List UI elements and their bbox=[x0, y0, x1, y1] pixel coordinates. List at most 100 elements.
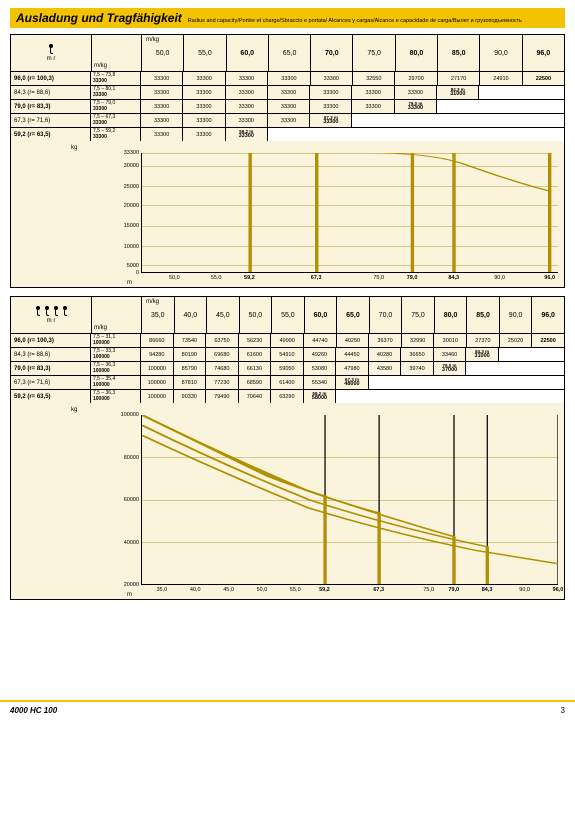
data-row: 84,3 (r= 88,6) 7,5 – 33,3100000 94280801… bbox=[11, 348, 564, 362]
col-header: 70,0 bbox=[311, 35, 353, 71]
row-radius: 59,2 (r= 63,5) bbox=[11, 390, 91, 403]
x-tick: 67,3 bbox=[373, 587, 384, 593]
data-row: 96,0 (r= 100,3) 7,5 – 31,1100000 8666073… bbox=[11, 334, 564, 348]
data-row: 59,2 (r= 63,5) 7,5 – 59,233300 333003330… bbox=[11, 128, 564, 141]
row-radius: 59,2 (r= 63,5) bbox=[11, 128, 91, 141]
cell-empty bbox=[310, 128, 352, 141]
cell: 61600 bbox=[239, 348, 272, 361]
cell-empty bbox=[352, 128, 394, 141]
cell: 33300 bbox=[183, 100, 225, 113]
y-tick: 20000 bbox=[124, 582, 139, 588]
cell-empty bbox=[531, 390, 564, 403]
cell-boxed: 79,0 m37000 bbox=[434, 362, 467, 375]
cell: 63750 bbox=[206, 334, 239, 347]
row-radius: 67,3 (r= 71,6) bbox=[11, 376, 91, 389]
data-row: 79,0 (r= 83,3) 7,5 – 79,033300 333003330… bbox=[11, 100, 564, 114]
y-tick: 30000 bbox=[124, 163, 139, 169]
cell: 44740 bbox=[304, 334, 337, 347]
footer-model: 4000 HC 100 bbox=[10, 706, 57, 715]
capacity-block-2: m r m/kg m/kg 35,040,045,050,055,060,065… bbox=[10, 296, 565, 600]
y-unit: kg bbox=[71, 407, 77, 413]
cell: 63290 bbox=[271, 390, 304, 403]
row-radius: 79,0 (r= 83,3) bbox=[11, 362, 91, 375]
x-tick: 35,0 bbox=[156, 587, 167, 593]
cell: 33300 bbox=[268, 114, 310, 127]
cell: 32550 bbox=[353, 72, 395, 85]
cell: 27370 bbox=[467, 334, 500, 347]
col-header: 60,0 bbox=[227, 35, 269, 71]
x-tick: 84,3 bbox=[482, 587, 493, 593]
cell-empty bbox=[499, 390, 532, 403]
col-header: 90,0 bbox=[500, 297, 533, 333]
mr-label: m r bbox=[47, 56, 56, 62]
cell-empty bbox=[369, 376, 402, 389]
cell-empty bbox=[499, 376, 532, 389]
cell: 94280 bbox=[141, 348, 174, 361]
col-header: 60,0 bbox=[305, 297, 338, 333]
x-tick: 50,0 bbox=[257, 587, 268, 593]
unit-label: m/kg bbox=[146, 299, 159, 305]
cell: 74680 bbox=[206, 362, 239, 375]
cell: 49260 bbox=[304, 348, 337, 361]
y-tick: 80000 bbox=[124, 455, 139, 461]
cell: 33460 bbox=[434, 348, 467, 361]
cell: 86660 bbox=[141, 334, 174, 347]
cell: 22500 bbox=[523, 72, 564, 85]
title-sub: Radius and capacity/Portée et charge/Sbr… bbox=[188, 18, 522, 25]
chart-svg bbox=[142, 415, 558, 584]
cell: 25020 bbox=[500, 334, 533, 347]
cell: 55340 bbox=[304, 376, 337, 389]
x-tick: 50,0 bbox=[169, 275, 180, 281]
y-tick: 0 bbox=[136, 270, 139, 276]
cell: 33300 bbox=[352, 86, 394, 99]
cell: 32990 bbox=[402, 334, 435, 347]
x-unit: m bbox=[127, 592, 132, 598]
cell: 33300 bbox=[141, 100, 183, 113]
cell: 47980 bbox=[336, 362, 369, 375]
cell: 66130 bbox=[239, 362, 272, 375]
cell-empty bbox=[531, 362, 564, 375]
cell: 33300 bbox=[226, 86, 268, 99]
mkg-label: m/kg bbox=[92, 297, 142, 333]
cell: 33300 bbox=[268, 72, 310, 85]
col-header: 85,0 bbox=[438, 35, 480, 71]
title-main: Ausladung und Tragfähigkeit bbox=[16, 11, 182, 25]
cell: 33300 bbox=[311, 72, 353, 85]
x-tick: 55,0 bbox=[290, 587, 301, 593]
cell-empty bbox=[522, 114, 564, 127]
col-header: 90,0 bbox=[480, 35, 522, 71]
cell: 33300 bbox=[268, 100, 310, 113]
cell-empty bbox=[401, 390, 434, 403]
col-header: 96,0 bbox=[532, 297, 564, 333]
col-header: 50,0 bbox=[240, 297, 273, 333]
x-tick: 90,0 bbox=[519, 587, 530, 593]
cell: 22500 bbox=[532, 334, 564, 347]
row-range: 7,5 – 59,233300 bbox=[91, 128, 141, 141]
hook-icon bbox=[61, 306, 69, 316]
x-tick: 45,0 bbox=[223, 587, 234, 593]
hook-icon bbox=[43, 306, 51, 316]
cell: 33300 bbox=[183, 128, 225, 141]
cell: 87810 bbox=[174, 376, 207, 389]
y-tick: 60000 bbox=[124, 497, 139, 503]
cell: 70640 bbox=[239, 390, 272, 403]
col-header: 70,0 bbox=[370, 297, 403, 333]
row-radius: 84,3 (r= 88,6) bbox=[11, 86, 91, 99]
x-tick: 75,0 bbox=[373, 275, 384, 281]
col-header: 75,0 bbox=[353, 35, 395, 71]
x-tick: 59,2 bbox=[319, 587, 330, 593]
y-tick: 40000 bbox=[124, 540, 139, 546]
cell-empty bbox=[401, 376, 434, 389]
data-row: 67,3 (r= 71,6) 7,5 – 35,4100000 10000087… bbox=[11, 376, 564, 390]
cell: 100000 bbox=[141, 376, 174, 389]
row-range: 7,5 – 79,033300 bbox=[91, 100, 141, 113]
x-tick: 55,0 bbox=[211, 275, 222, 281]
cell-empty bbox=[268, 128, 310, 141]
cell: 40250 bbox=[337, 334, 370, 347]
cell: 90330 bbox=[174, 390, 207, 403]
cell-empty bbox=[479, 114, 521, 127]
mr-label: m r bbox=[47, 318, 56, 324]
row-radius: 84,3 (r= 88,6) bbox=[11, 348, 91, 361]
y-tick: 100000 bbox=[121, 412, 139, 418]
data-row: 79,0 (r= 83,3) 7,5 – 36,3100000 10000085… bbox=[11, 362, 564, 376]
